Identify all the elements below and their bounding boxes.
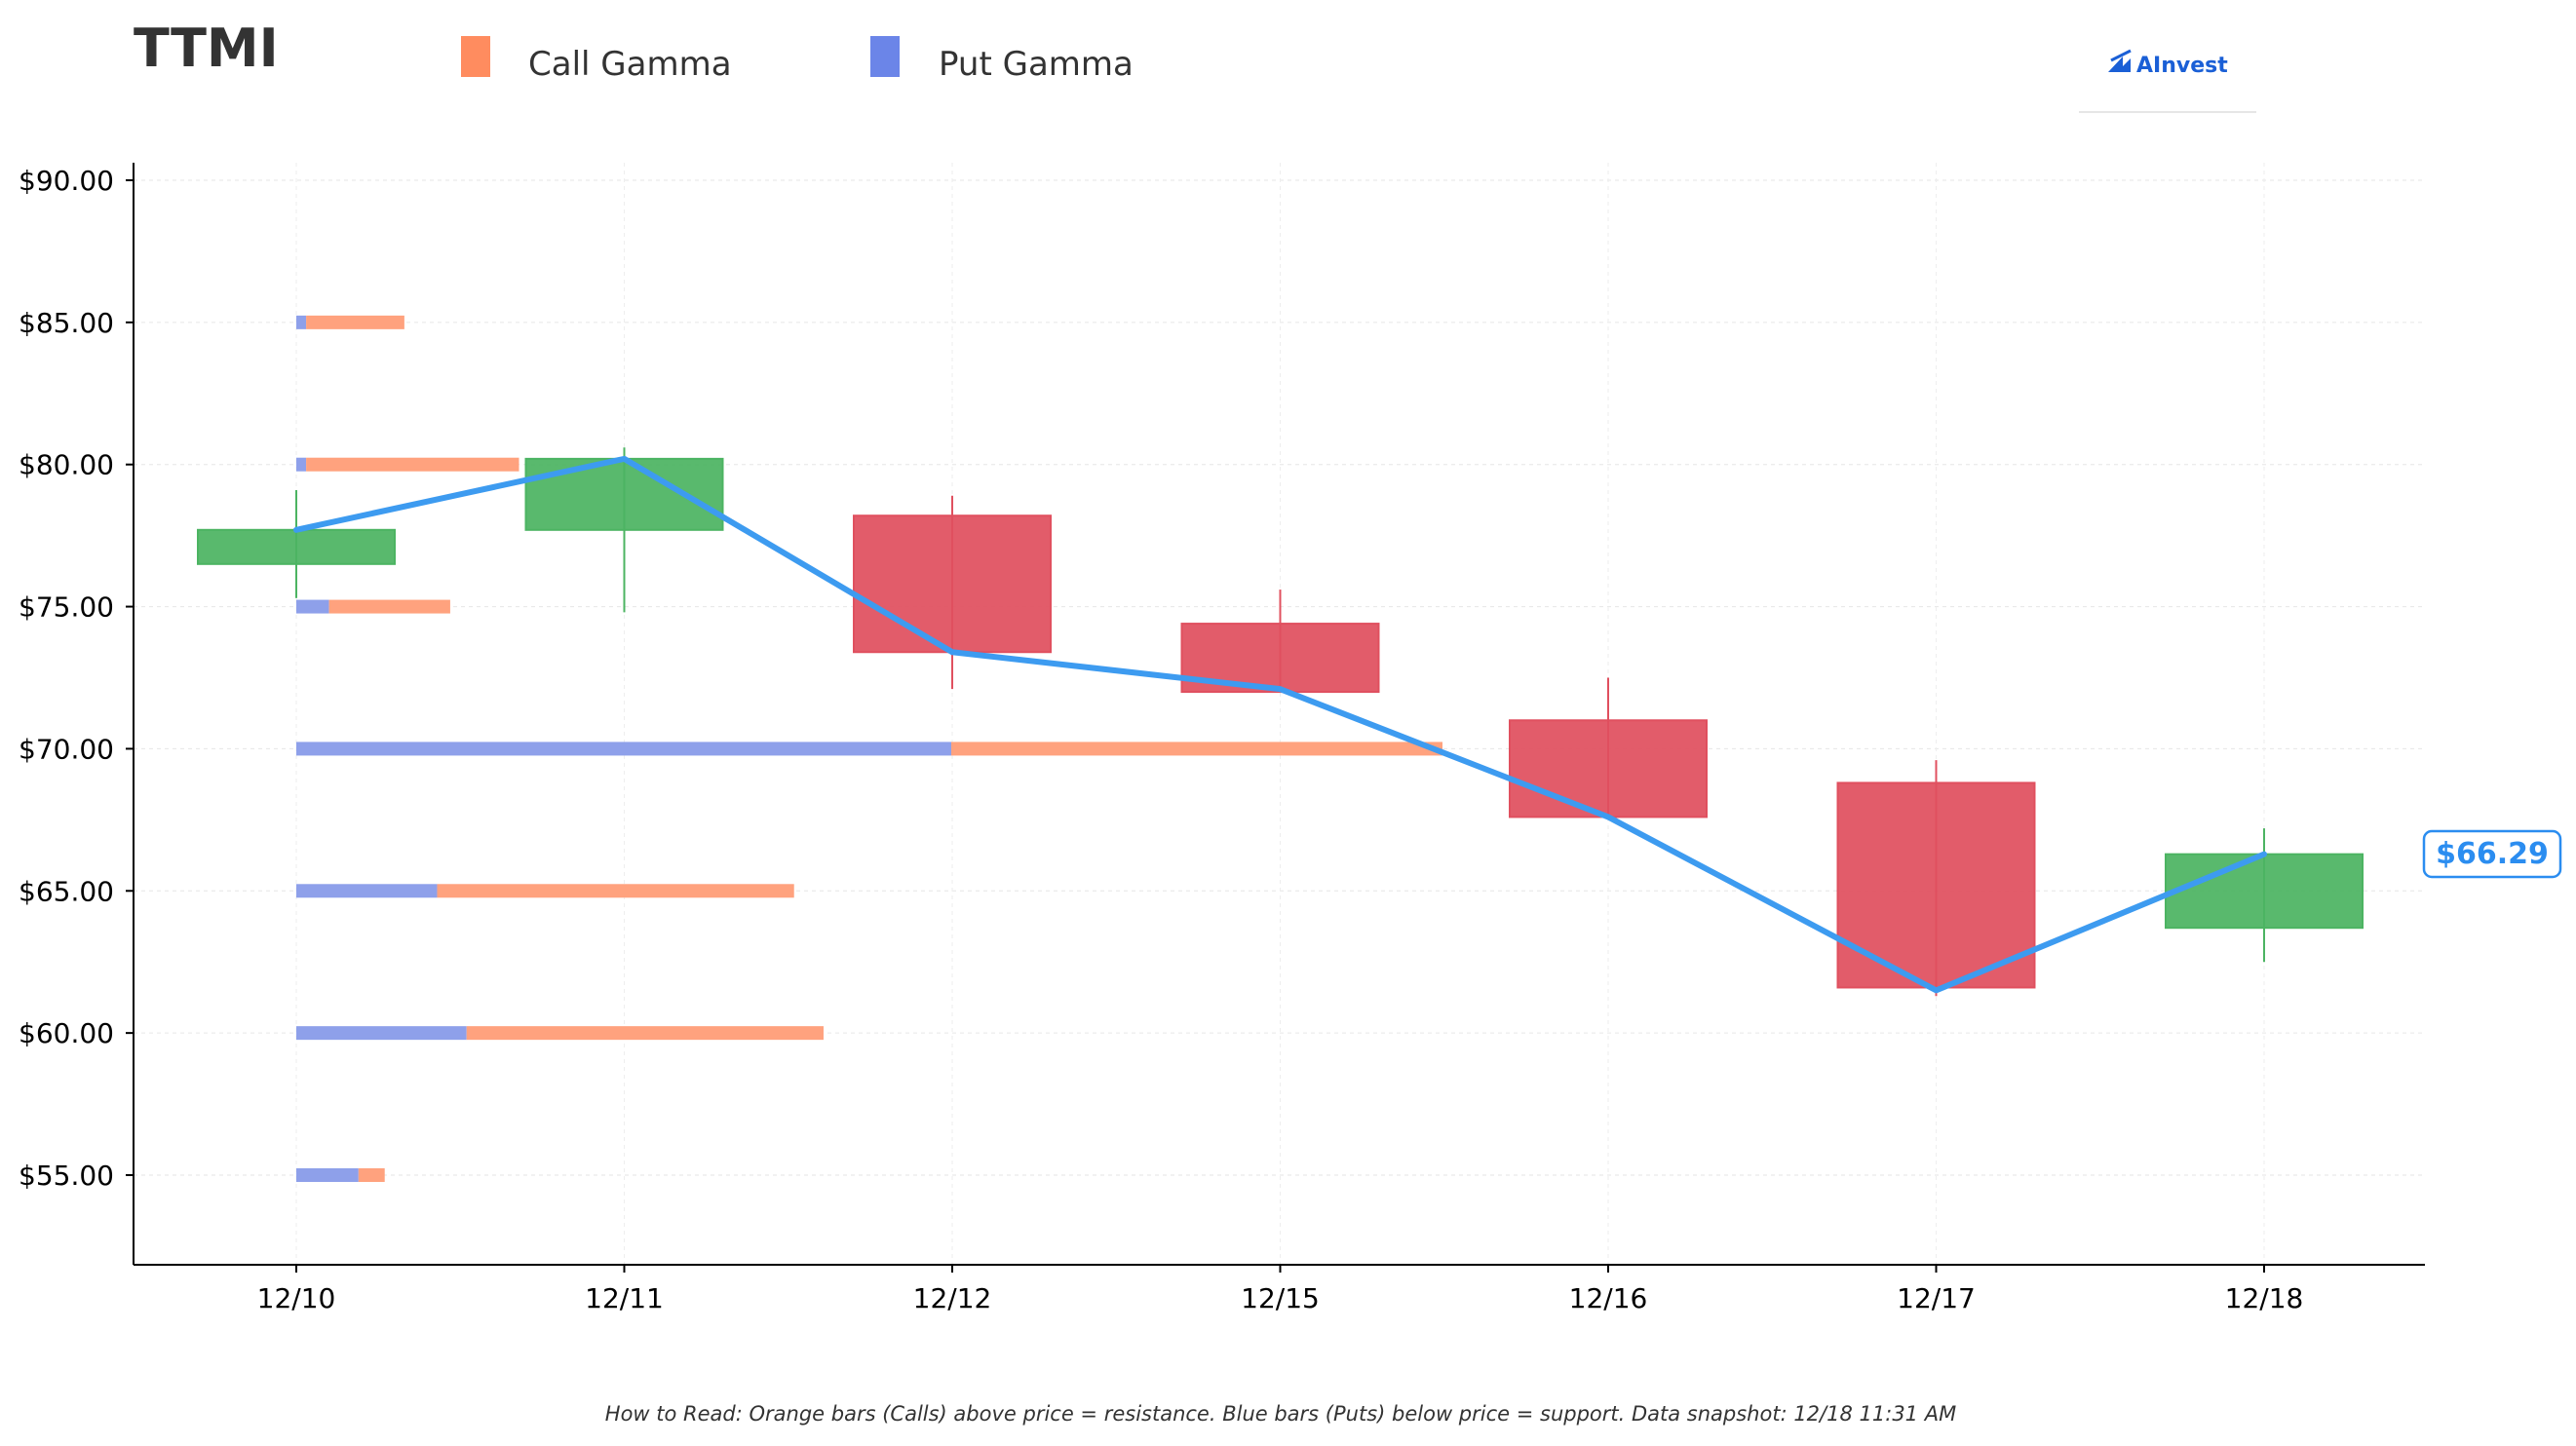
ainvest-logo: AInvest [2079, 49, 2256, 113]
grid-lines [134, 163, 2425, 1265]
current-price-tag: $66.29 [2422, 829, 2562, 879]
call-gamma-bar [437, 884, 794, 898]
y-tick-label: $80.00 [19, 449, 114, 481]
legend-put-swatch [870, 36, 900, 77]
put-gamma-bar [296, 884, 438, 898]
axes [133, 163, 2425, 1266]
tick-labels: $55.00 $60.00 $65.00 $70.00 $75.00 $80.00 $85.… [19, 165, 2303, 1314]
y-tick-label: $90.00 [19, 165, 114, 197]
footnote: How to Read: Orange bars (Calls) above p… [605, 1402, 1956, 1426]
logo-text: AInvest [2136, 54, 2228, 78]
candle-body [853, 514, 1052, 654]
x-tick-label: 12/18 [2225, 1282, 2304, 1314]
candle-body [1509, 719, 1708, 818]
put-gamma-bar [296, 315, 307, 329]
x-tick-label: 12/10 [257, 1282, 336, 1314]
y-tick-label: $65.00 [19, 875, 114, 907]
close-price-series-line [293, 455, 2267, 994]
put-gamma-bar [296, 1168, 359, 1182]
call-gamma-bar [358, 1168, 385, 1182]
y-tick-label: $85.00 [19, 307, 114, 339]
gamma-bars [296, 315, 1442, 1182]
put-gamma-bar [296, 599, 329, 614]
logo-arrow-icon [2110, 49, 2132, 62]
y-tick-label: $70.00 [19, 733, 114, 765]
close-price-line [293, 455, 2267, 994]
x-tick-label: 12/12 [913, 1282, 992, 1314]
y-tick-label: $60.00 [19, 1017, 114, 1049]
put-gamma-bar [296, 742, 951, 756]
y-tick-label: $55.00 [19, 1160, 114, 1192]
ticker-title: TTMI [134, 18, 279, 79]
call-gamma-bar [306, 315, 404, 329]
put-gamma-bar [296, 457, 307, 472]
legend-call-swatch [461, 36, 490, 77]
legend-put-label: Put Gamma [939, 45, 1134, 84]
chart-header: TTMI Call Gamma Put Gamma AInvest [134, 18, 2256, 113]
candle-body [524, 457, 724, 531]
x-tick-label: 12/11 [585, 1282, 664, 1314]
call-gamma-bar [466, 1026, 824, 1041]
x-tick-label: 12/15 [1241, 1282, 1320, 1314]
y-tick-label: $75.00 [19, 591, 114, 624]
logo-mark-icon [2108, 57, 2131, 72]
candle-body [2165, 853, 2364, 930]
put-gamma-bar [296, 1026, 467, 1041]
price-tag-box [2422, 829, 2562, 879]
call-gamma-bar [951, 742, 1442, 756]
call-gamma-bar [306, 457, 519, 472]
price-tag-label: $66.29 [2436, 837, 2549, 871]
call-gamma-bar [328, 599, 450, 614]
legend-call-label: Call Gamma [528, 45, 732, 84]
candle-body [197, 528, 396, 565]
candlesticks [197, 447, 2364, 997]
x-tick-label: 12/16 [1569, 1282, 1648, 1314]
x-tick-label: 12/17 [1897, 1282, 1976, 1314]
